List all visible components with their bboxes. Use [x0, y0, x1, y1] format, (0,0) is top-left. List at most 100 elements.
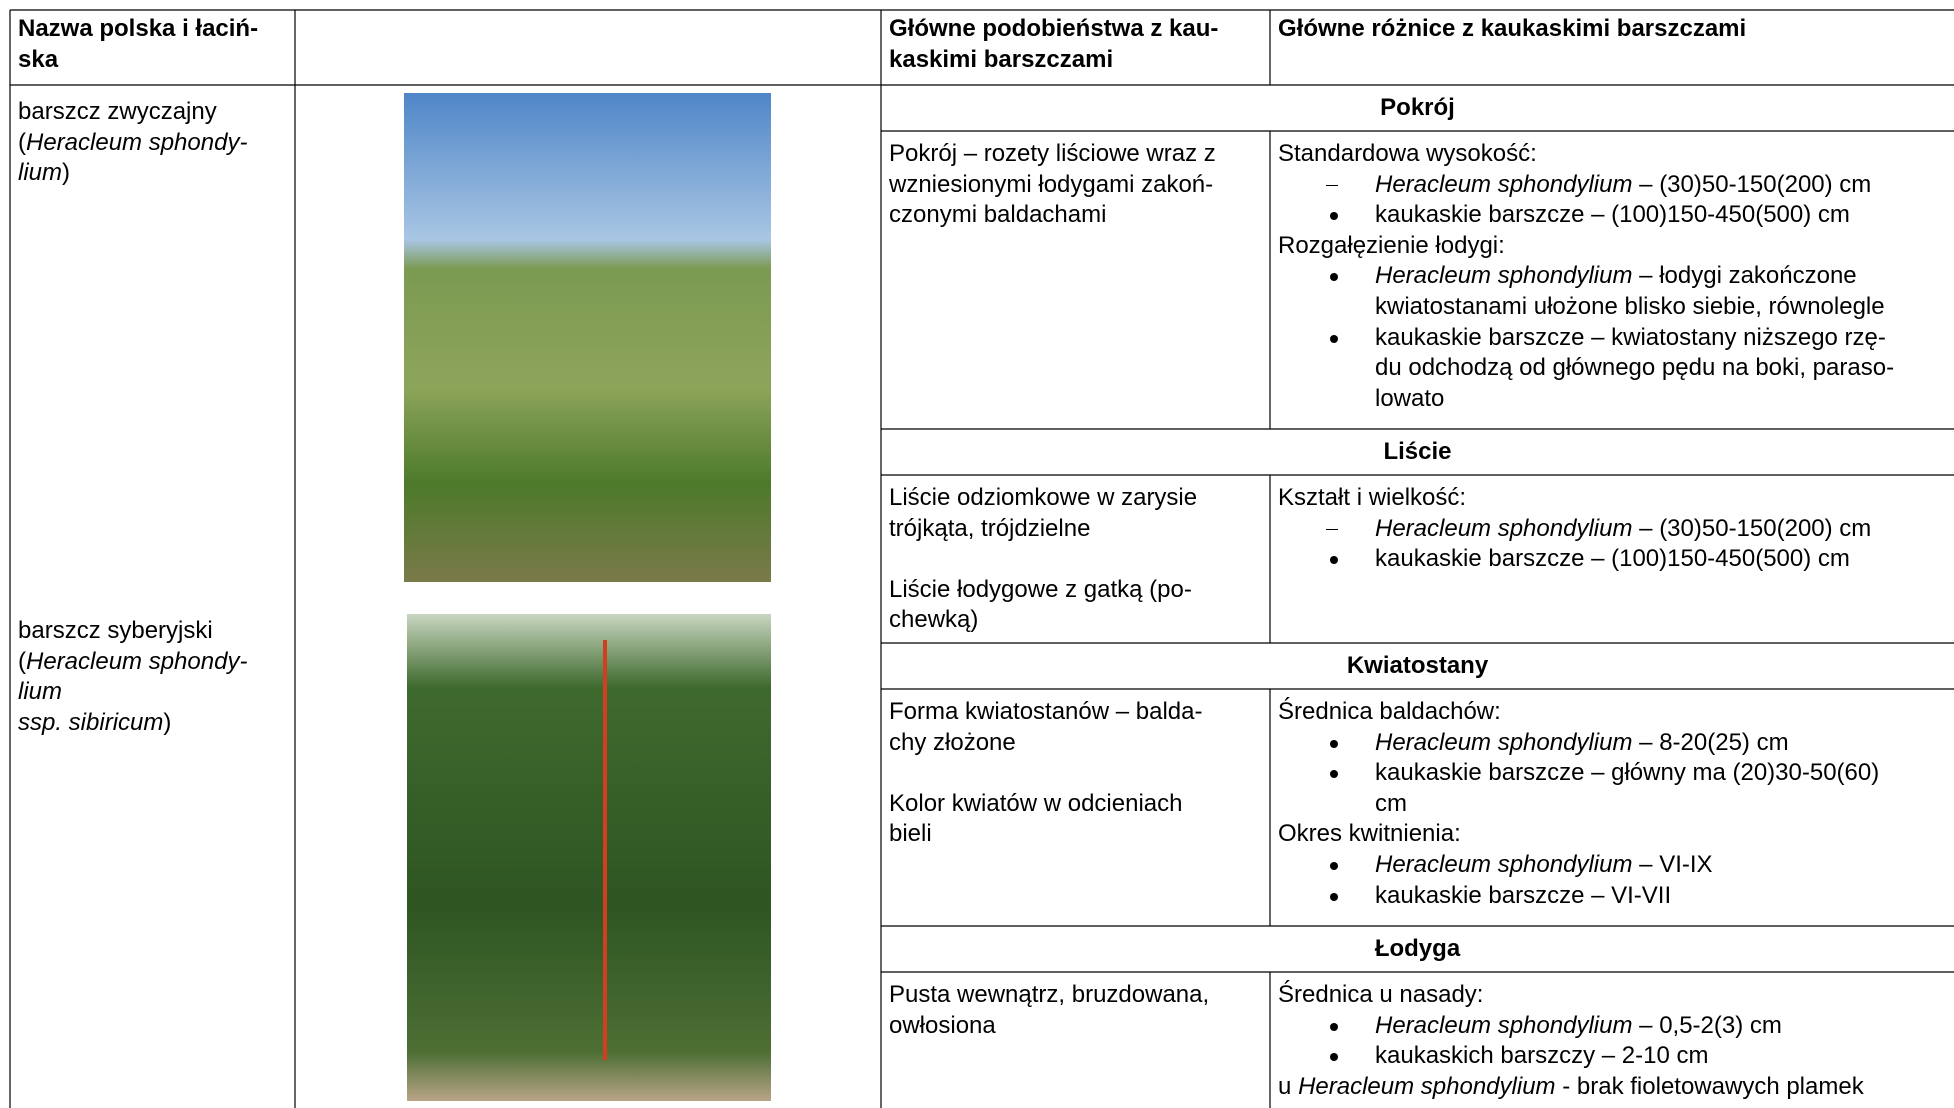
text: Liście odziomkowe w zarysie [889, 484, 1198, 511]
section-title: Kwiatostany [881, 651, 1954, 682]
text: Kwiatostany [1346, 652, 1489, 679]
text: Heracleum sphondylium [1375, 728, 1633, 756]
photo [407, 614, 771, 1101]
header-cell: Główne podobieństwa z kau- [889, 14, 1218, 45]
text: u [1278, 1072, 1292, 1100]
similarity-line: Liście łodygowe z gatką (po- [889, 575, 1192, 606]
similarity-line: Pokrój – rozety liściowe wraz z [889, 139, 1216, 170]
text: Główne różnice z kaukaskimi barszczami [1278, 15, 1747, 42]
bullet [1330, 1022, 1338, 1031]
text-line: Heracleum sphondylium – 8-20(25) cm [1375, 728, 1789, 759]
text: – 8-20(25) cm [1639, 728, 1789, 756]
similarity-line: bieli [889, 819, 932, 850]
text: Heracleum sphondylium [1298, 1072, 1556, 1100]
similarity-line: owłosiona [889, 1011, 996, 1042]
bullet [1330, 862, 1338, 870]
text: Heracleum sphondy- [26, 128, 248, 156]
text: Heracleum sphondylium [1375, 262, 1633, 290]
text: Średnica u nasady: [1278, 981, 1484, 1008]
text: barszcz zwyczajny [18, 98, 217, 125]
text: bieli [889, 820, 932, 848]
text: Pusta wewnątrz, bruzdowana, [889, 981, 1210, 1008]
text: Pokrój [1380, 94, 1455, 121]
header-cell: ska [18, 45, 58, 76]
text-line: Heracleum sphondylium – VI-IX [1375, 850, 1713, 881]
text: lowato [1375, 384, 1445, 412]
text: Heracleum sphondylium [1375, 1011, 1633, 1039]
text-line: lium) [18, 158, 70, 189]
text: kaukaskie barszcze – (100)150-450(500) c… [1375, 545, 1850, 573]
text: ska [18, 45, 59, 73]
text: – 0,5-2(3) cm [1639, 1011, 1782, 1039]
text: kaukaskie barszcze – (100)150-450(500) c… [1375, 201, 1850, 229]
similarity-line: trójkąta, trójdzielne [889, 514, 1090, 545]
text-line: (Heracleum sphondy- [18, 647, 247, 678]
text: ( [18, 128, 26, 156]
text: Nazwa polska i łaciń- [18, 15, 259, 42]
text: Kształt i wielkość: [1278, 484, 1467, 511]
text: - brak fioletowawych plamek [1562, 1072, 1864, 1100]
text: Heracleum sphondylium [1375, 851, 1633, 878]
dash-marker [1326, 528, 1338, 531]
section-title: Liście [881, 437, 1954, 468]
text: Pokrój – rozety liściowe wraz z [889, 140, 1216, 167]
text: – (30)50-150(200) cm [1639, 514, 1872, 542]
text: Główne podobieństwa z kau- [889, 15, 1219, 42]
text: Heracleum sphondylium [1375, 170, 1633, 198]
text: Średnica baldachów: [1278, 698, 1501, 725]
text-line: Rozgałęzienie łodygi: [1278, 231, 1505, 262]
bullet [1330, 770, 1338, 779]
text: – VI-IX [1639, 851, 1713, 878]
text-line: Okres kwitnienia: [1278, 819, 1461, 850]
similarity-line: Forma kwiatostanów – balda- [889, 697, 1202, 728]
bullet [1330, 212, 1338, 221]
similarity-line: chy złożone [889, 728, 1016, 759]
text: Rozgałęzienie łodygi: [1278, 231, 1505, 259]
section-title: Pokrój [881, 93, 1954, 124]
bullet [1330, 334, 1338, 343]
text: du odchodzą od głównego pędu na boki, pa… [1375, 354, 1895, 382]
text: ) [62, 159, 71, 187]
dash-marker [1326, 184, 1338, 187]
text-line: Kształt i wielkość: [1278, 483, 1466, 514]
bullet [1330, 1053, 1338, 1062]
text-line: Heracleum sphondylium – 0,5-2(3) cm [1375, 1011, 1782, 1042]
text: – (30)50-150(200) cm [1639, 170, 1872, 198]
text: kaukaskie barszcze – kwiatostany niższeg… [1375, 323, 1886, 351]
text: lium [18, 159, 63, 187]
text: Heracleum sphondylium [1375, 514, 1633, 542]
text-line: cm [1375, 789, 1407, 820]
text-line: kaukaskie barszcze – (100)150-450(500) c… [1375, 544, 1850, 575]
text: – łodygi zakończone [1639, 262, 1857, 290]
text: ( [18, 647, 26, 675]
similarity-line: Liście odziomkowe w zarysie [889, 483, 1197, 514]
section-title: Łodyga [881, 934, 1954, 965]
bullet [1330, 556, 1338, 565]
text: Łodyga [1374, 935, 1461, 962]
text: kaskimi barszczami [889, 45, 1114, 73]
text: owłosiona [889, 1011, 996, 1039]
text-line: u Heracleum sphondylium - brak fioletowawy… [1278, 1072, 1864, 1103]
text: ) [163, 708, 172, 736]
text-line: Średnica u nasady: [1278, 980, 1483, 1011]
text: kaukaskich barszczy – 2-10 cm [1375, 1042, 1709, 1070]
text-line: lium [18, 677, 62, 708]
text-line: Heracleum sphondylium – (30)50-150(200) c… [1375, 170, 1871, 201]
bullet [1330, 892, 1338, 901]
photo [404, 93, 771, 582]
similarity-line: chewką) [889, 605, 978, 636]
text: czonymi baldachami [889, 201, 1107, 229]
text-line: kwiatostanami ułożone blisko siebie, rów… [1375, 292, 1885, 323]
similarity-line: Kolor kwiatów w odcieniach [889, 789, 1182, 820]
header-cell: kaskimi barszczami [889, 45, 1113, 76]
text: chewką) [889, 606, 979, 634]
text-line: Średnica baldachów: [1278, 697, 1501, 728]
text: Standardowa wysokość: [1278, 140, 1537, 167]
text-line: Heracleum sphondylium – (30)50-150(200) c… [1375, 514, 1871, 545]
text-line: (Heracleum sphondy- [18, 128, 247, 159]
text-line: kaukaskich barszczy – 2-10 cm [1375, 1041, 1708, 1072]
text: lium [18, 678, 63, 706]
text-line: barszcz zwyczajny [18, 97, 217, 128]
